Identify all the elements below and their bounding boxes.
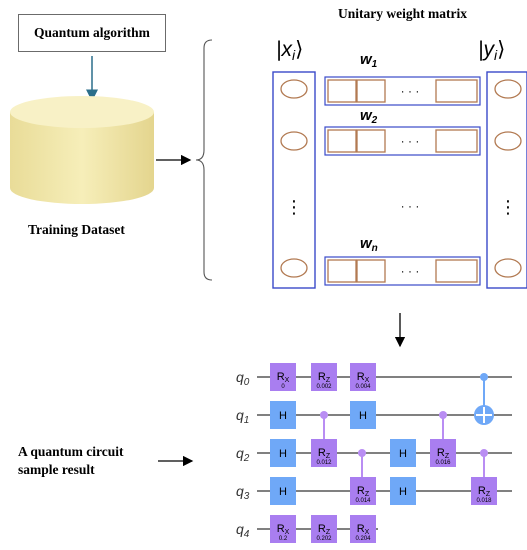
svg-text:H: H <box>399 448 407 460</box>
control-dot <box>320 411 328 419</box>
output-node <box>494 131 522 151</box>
gate-h-q3-0: H <box>270 477 296 505</box>
svg-text:0.012: 0.012 <box>316 460 332 466</box>
svg-text:0: 0 <box>281 384 285 390</box>
svg-text:RZ: RZ <box>478 485 491 498</box>
input-node <box>280 79 308 99</box>
input-column <box>272 71 316 289</box>
svg-text:H: H <box>399 486 407 498</box>
gate-rz-q0-1: RZ 0.002 <box>311 363 337 391</box>
cnot-control-dot <box>480 373 488 381</box>
weight-label-2: w2 <box>360 107 378 126</box>
control-dot <box>480 449 488 457</box>
qubit-label-0: q0 <box>236 369 250 388</box>
svg-text:RX: RX <box>277 523 290 536</box>
curly-bracket <box>195 39 213 281</box>
weight-label-n: wn <box>360 235 378 254</box>
qubit-label-2: q2 <box>236 445 250 464</box>
control-dot <box>358 449 366 457</box>
gate-rx-q4-0: RX 0.2 <box>270 515 296 543</box>
gate-rz-q3-1: RZ 0.014 <box>350 477 376 505</box>
svg-text:H: H <box>279 410 287 422</box>
output-node <box>494 258 522 278</box>
quantum-algorithm-box: Quantum algorithm <box>18 14 166 52</box>
cnot-target-icon <box>474 405 494 425</box>
svg-text:H: H <box>279 486 287 498</box>
gate-h-q3-2: H <box>390 477 416 505</box>
gate-rz-q4-1: RZ 0.202 <box>311 515 337 543</box>
svg-text:RZ: RZ <box>357 485 370 498</box>
gate-rx-q0-2: RX 0.004 <box>350 363 376 391</box>
svg-text:RX: RX <box>277 371 290 384</box>
svg-text:0.2: 0.2 <box>279 536 288 542</box>
gate-h-q1-1: H <box>350 401 376 429</box>
weight-row-1: · · · <box>324 76 481 106</box>
output-column <box>486 71 527 289</box>
svg-text:0.002: 0.002 <box>316 384 332 390</box>
input-node <box>280 131 308 151</box>
svg-text:H: H <box>279 448 287 460</box>
svg-text:· · ·: · · · <box>401 264 420 278</box>
training-dataset-label: Training Dataset <box>28 222 125 237</box>
gate-rz-q3-3: RZ 0.018 <box>471 477 497 505</box>
input-node <box>280 258 308 278</box>
weight-label-1: w1 <box>360 51 378 70</box>
control-dot <box>439 411 447 419</box>
svg-text:0.204: 0.204 <box>355 536 371 542</box>
input-vertical-ellipsis: ⋮ <box>285 197 303 217</box>
svg-text:RX: RX <box>357 523 370 536</box>
gate-rz-q2-1: RZ 0.012 <box>311 439 337 467</box>
svg-text:0.016: 0.016 <box>435 460 451 466</box>
weight-row-2: · · · <box>324 126 481 156</box>
unitary-matrix-title: Unitary weight matrix <box>338 6 467 21</box>
gate-h-q2-0: H <box>270 439 296 467</box>
qubit-label-3: q3 <box>236 483 250 502</box>
svg-text:RZ: RZ <box>437 447 450 460</box>
quantum-algorithm-label: Quantum algorithm <box>34 25 150 40</box>
svg-text:0.202: 0.202 <box>316 536 332 542</box>
svg-text:· · ·: · · · <box>401 134 420 148</box>
svg-text:0.018: 0.018 <box>476 498 492 504</box>
qubit-label-1: q1 <box>236 407 249 426</box>
svg-text:RZ: RZ <box>318 447 331 460</box>
weight-middle-ellipsis: · · · <box>401 199 420 213</box>
output-state-label: |yi⟩ <box>478 38 505 63</box>
svg-text:RX: RX <box>357 371 370 384</box>
gate-h-q1-0: H <box>270 401 296 429</box>
dataset-cylinder-icon <box>10 96 154 204</box>
svg-text:0.014: 0.014 <box>355 498 371 504</box>
svg-text:0.004: 0.004 <box>355 384 371 390</box>
circuit-caption: A quantum circuit sample result <box>18 443 124 479</box>
circuit-caption-line1: A quantum circuit <box>18 444 124 459</box>
weight-row-n: · · · <box>324 256 481 286</box>
qubit-label-4: q4 <box>236 521 250 540</box>
svg-text:· · ·: · · · <box>401 84 420 98</box>
input-state-label: |xi⟩ <box>276 38 303 63</box>
gate-rx-q0-0: RX 0 <box>270 363 296 391</box>
output-node <box>494 79 522 99</box>
svg-text:RZ: RZ <box>318 523 331 536</box>
circuit-caption-line2: sample result <box>18 462 95 477</box>
gate-rz-q2-3: RZ 0.016 <box>430 439 456 467</box>
gate-h-q2-2: H <box>390 439 416 467</box>
output-vertical-ellipsis: ⋮ <box>499 197 517 217</box>
svg-text:H: H <box>359 410 367 422</box>
gate-rx-q4-2: RX 0.204 <box>350 515 376 543</box>
svg-text:RZ: RZ <box>318 371 331 384</box>
